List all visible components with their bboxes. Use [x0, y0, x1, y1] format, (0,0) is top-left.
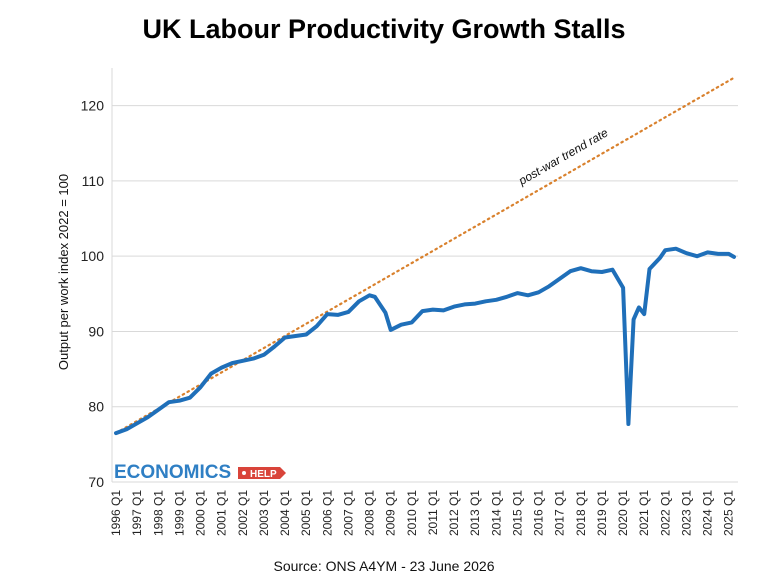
x-tick-label: 1998 Q1	[151, 490, 165, 536]
x-tick-label: 2004 Q1	[278, 490, 292, 536]
x-tick-label: 2014 Q1	[489, 490, 503, 536]
y-tick-label: 120	[81, 98, 105, 114]
trend-line-label: post-war trend rate	[515, 125, 610, 188]
x-tick-label: 2021 Q1	[637, 490, 651, 536]
source-note: Source: ONS A4YM - 23 June 2026	[273, 558, 495, 574]
y-tick-label: 110	[82, 173, 105, 189]
logo-brand-text: ECONOMICS	[114, 462, 231, 483]
x-tick-label: 1996 Q1	[109, 490, 123, 536]
y-tick-label: 90	[88, 323, 104, 339]
x-tick-label: 2024 Q1	[701, 490, 715, 536]
grid-lines	[111, 68, 738, 483]
logo-tag-text: HELP	[250, 469, 277, 480]
x-tick-label: 2020 Q1	[616, 490, 630, 536]
x-tick-label: 2025 Q1	[722, 490, 736, 536]
x-tick-label: 2012 Q1	[447, 490, 461, 536]
y-tick-label: 70	[88, 474, 104, 490]
productivity-series-line	[114, 246, 736, 436]
x-tick-label: 2015 Q1	[510, 490, 524, 536]
x-tick-label: 2019 Q1	[595, 490, 609, 536]
x-tick-label: 2008 Q1	[363, 490, 377, 536]
economics-help-logo: ECONOMICS HELP	[114, 462, 286, 483]
x-tick-label: 2002 Q1	[236, 490, 250, 536]
y-tick-label: 80	[88, 399, 104, 415]
logo-tag-shape	[238, 467, 286, 479]
x-tick-label: 1999 Q1	[172, 490, 186, 536]
trend-line	[114, 76, 736, 435]
x-tick-label: 2011 Q1	[426, 490, 440, 535]
x-tick-label: 2022 Q1	[658, 490, 672, 536]
x-tick-label: 2016 Q1	[532, 490, 546, 536]
x-tick-label: 2000 Q1	[194, 490, 208, 536]
x-tick-label: 2013 Q1	[468, 490, 482, 536]
x-tick-label: 2010 Q1	[405, 490, 419, 536]
x-tick-label: 2005 Q1	[299, 490, 313, 536]
x-tick-label: 2018 Q1	[574, 490, 588, 536]
chart-title: UK Labour Productivity Growth Stalls	[142, 14, 626, 44]
logo-tag-hole	[242, 471, 246, 475]
y-tick-label: 100	[81, 248, 105, 264]
x-tick-label: 2006 Q1	[320, 490, 334, 536]
x-tick-label: 2017 Q1	[553, 490, 567, 536]
y-axis-label: Output per work index 2022 = 100	[56, 174, 71, 370]
x-tick-label: 2007 Q1	[341, 490, 355, 536]
x-tick-label: 2001 Q1	[215, 490, 229, 536]
y-tick-labels: 70 80 90 100 110 120	[81, 98, 105, 490]
x-tick-label: 2003 Q1	[257, 490, 271, 536]
x-tick-label: 1997 Q1	[130, 490, 144, 536]
x-tick-label: 2009 Q1	[384, 490, 398, 536]
x-tick-labels: 1996 Q1 1997 Q1 1998 Q1 1999 Q1 2000 Q1 2001 …	[109, 490, 736, 536]
x-tick-label: 2023 Q1	[679, 490, 693, 536]
